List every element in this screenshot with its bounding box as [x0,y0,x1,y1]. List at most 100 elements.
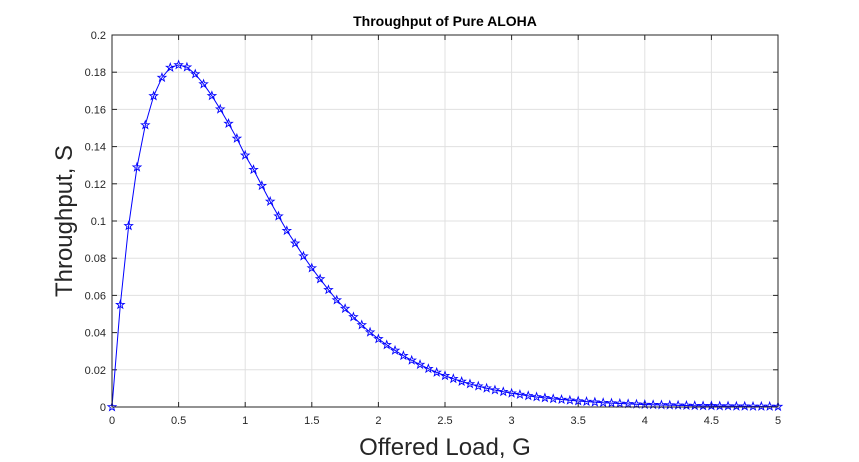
data-point-marker [731,400,742,411]
data-point-marker [556,394,567,405]
data-point-marker [606,397,617,408]
data-point-marker [398,350,409,361]
data-point-marker [281,225,293,236]
chart-title: Throughput of Pure ALOHA [353,13,537,29]
data-point-marker [756,400,767,411]
data-point-marker [706,400,717,411]
data-point-marker [123,220,134,231]
data-point-marker [298,250,309,261]
data-point-marker [572,395,584,406]
data-point-marker [131,161,143,172]
data-point-marker [248,164,259,175]
data-point-marker [148,90,159,101]
data-point-marker [714,400,725,411]
data-point-marker [289,237,301,248]
data-point-marker [356,319,368,330]
x-tick-label: 2 [375,415,381,427]
x-tick-label: 2.5 [437,415,452,427]
x-tick-label: 5 [775,415,781,427]
data-point-marker [506,387,517,398]
data-point-marker [697,400,709,411]
data-point-marker [189,68,201,79]
data-point-marker [173,59,184,70]
y-tick-label: 0 [100,402,106,414]
data-point-marker [106,401,118,412]
plot-frame [111,34,779,408]
data-point-marker [223,117,234,129]
data-point-marker [448,373,459,384]
y-axis-label: Throughput, S [51,145,78,297]
x-tick-label: 4 [642,415,648,427]
data-point-marker [323,284,334,295]
y-tick-label: 0.02 [85,365,106,377]
data-point-marker [115,299,126,310]
y-tick-label: 0.1 [91,216,106,228]
data-point-marker [331,294,343,305]
data-point-marker [165,61,176,73]
data-point-marker [539,392,551,403]
data-point-marker [497,386,509,397]
y-tick-label: 0.12 [85,179,106,191]
data-point-marker [373,333,384,344]
data-point-marker [414,359,426,370]
data-point-marker [772,401,784,412]
data-point-marker [514,388,526,400]
data-point-marker [431,366,442,377]
data-point-marker [140,119,151,130]
y-tick-label: 0.04 [85,328,106,340]
data-point-marker [747,400,759,411]
data-point-marker [473,380,484,391]
data-point-marker [489,384,501,395]
data-point-marker [722,400,734,411]
data-point-marker [314,273,326,284]
y-tick-label: 0.2 [91,30,106,42]
x-tick-label: 0 [109,415,115,427]
data-point-marker [339,303,351,314]
data-point-marker [389,344,401,355]
data-point-marker [564,394,576,405]
data-point-marker [622,398,634,409]
data-point-marker [256,180,268,191]
data-point-marker [464,378,476,389]
data-point-marker [239,149,251,160]
data-point-marker [764,400,775,411]
data-point-marker [614,397,626,408]
data-point-marker [581,396,592,407]
y-tick-label: 0.14 [85,142,106,154]
data-point-marker [639,399,651,410]
data-point-marker [647,399,659,410]
x-tick-label: 1 [242,415,248,427]
data-point-marker [739,400,750,411]
y-tick-label: 0.18 [85,67,106,79]
y-tick-label: 0.08 [85,253,106,265]
x-tick-label: 3 [509,415,515,427]
data-point-marker [206,90,218,101]
data-point-marker [439,370,451,381]
x-tick-label: 3.5 [571,415,586,427]
data-point-marker [522,390,534,401]
data-point-marker [406,354,417,365]
x-tick-label: 1.5 [304,415,319,427]
data-point-marker [198,78,209,89]
x-tick-label: 0.5 [171,415,186,427]
data-point-marker [531,391,542,402]
data-point-marker [231,132,243,143]
series-group [106,59,784,412]
data-point-marker [348,311,359,322]
y-axis-ticks: 0 0.02 0.04 0.06 0.08 0.1 0.12 0.14 0.16 0.18 0.2 [85,30,778,414]
data-point-marker [423,363,434,374]
data-point-marker [364,326,376,337]
data-point-marker [264,195,276,206]
data-point-marker [181,61,193,72]
x-axis-label: Offered Load, G [359,434,531,461]
data-point-marker [214,103,226,114]
data-point-marker [381,339,393,350]
data-point-marker [306,262,318,273]
y-tick-label: 0.06 [85,290,106,302]
data-point-marker [589,396,601,407]
data-point-marker [273,210,284,221]
data-point-marker [456,375,467,387]
data-point-marker [156,72,168,83]
x-tick-label: 4.5 [704,415,719,427]
